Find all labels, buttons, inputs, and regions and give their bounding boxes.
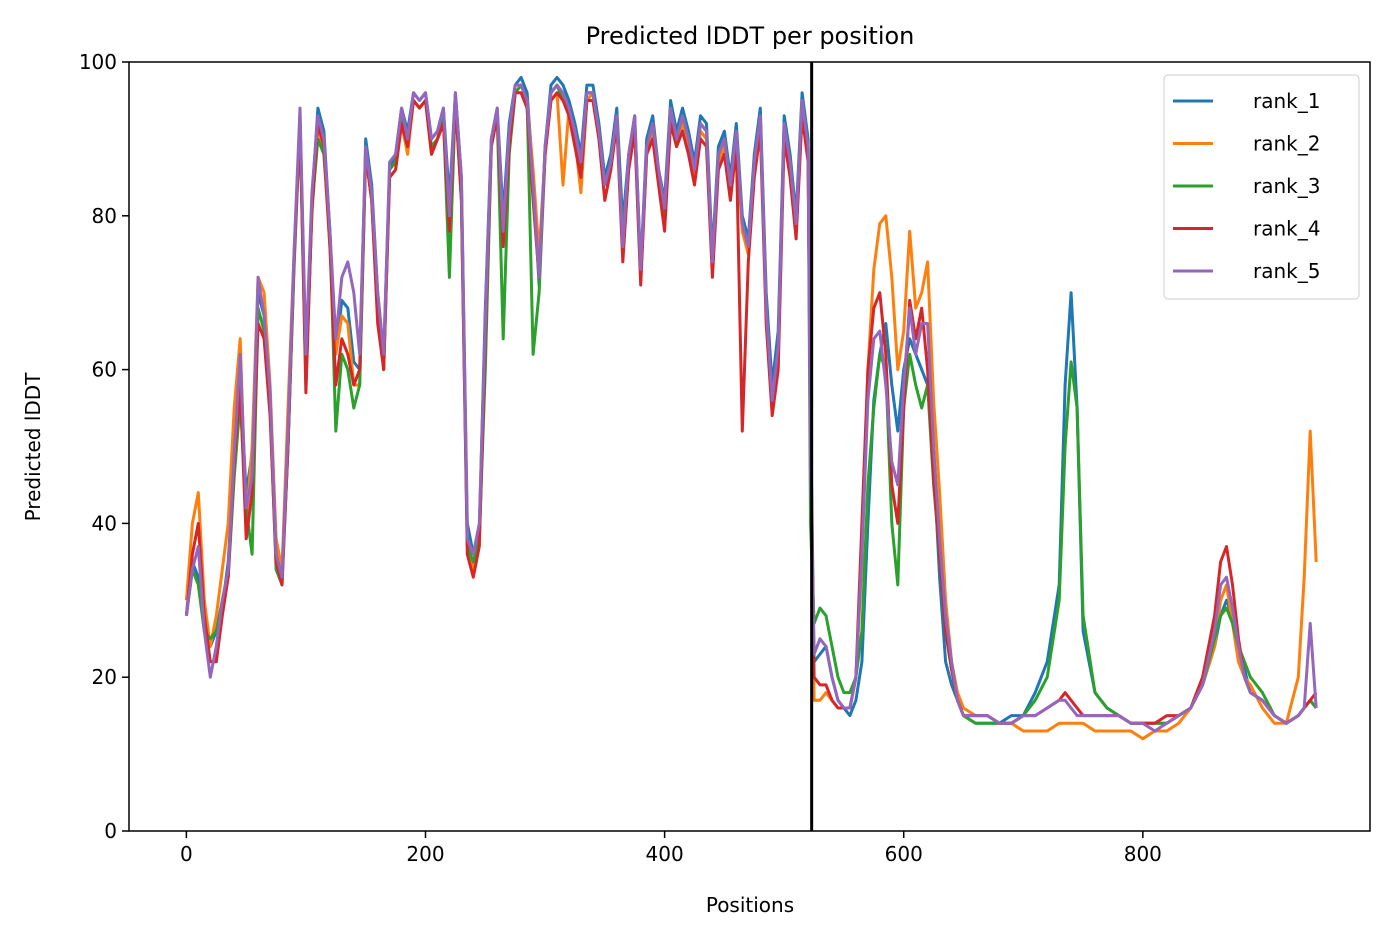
legend-box <box>1163 74 1360 300</box>
x-tick-label: 0 <box>180 842 193 866</box>
legend-label-rank-4: rank_4 <box>1253 217 1320 241</box>
series-layer <box>184 75 1318 741</box>
x-tick-label: 200 <box>406 842 444 866</box>
x-tick-label: 600 <box>885 842 923 866</box>
y-tick-label: 60 <box>92 358 117 382</box>
x-axis-label: Positions <box>706 893 794 917</box>
legend-label-rank-3: rank_3 <box>1253 174 1320 198</box>
y-axis-label: Predicted lDDT <box>21 372 45 522</box>
legend-label-rank-5: rank_5 <box>1253 259 1320 283</box>
plot-frame <box>128 61 1371 832</box>
chart-title: Predicted lDDT per position <box>586 22 915 50</box>
ticks-layer: 0 200 400 600 800 0 20 40 60 80 100 <box>79 50 1162 866</box>
legend-label-rank-1: rank_1 <box>1253 89 1320 113</box>
y-tick-label: 80 <box>92 204 117 228</box>
x-tick-label: 400 <box>646 842 684 866</box>
legend-label-rank-2: rank_2 <box>1253 132 1320 156</box>
x-tick-label: 800 <box>1124 842 1162 866</box>
y-tick-label: 0 <box>104 819 117 843</box>
y-tick-label: 100 <box>79 50 117 74</box>
y-tick-label: 40 <box>92 511 117 535</box>
series-line-rank-5 <box>184 83 1318 733</box>
legend: rank_1 rank_2 rank_3 rank_4 rank_5 <box>1163 74 1360 300</box>
y-tick-label: 20 <box>92 665 117 689</box>
